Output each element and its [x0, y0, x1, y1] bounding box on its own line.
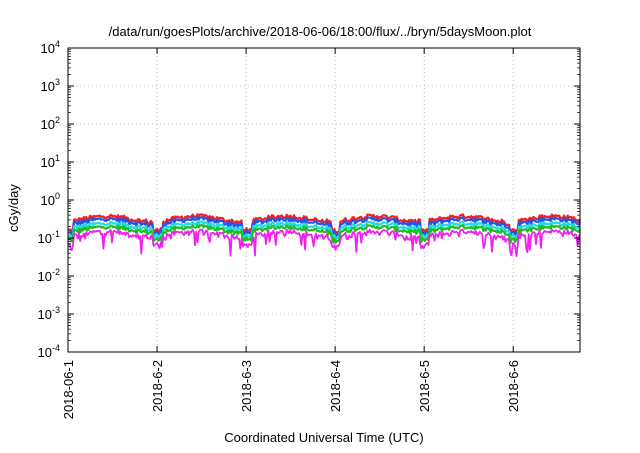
y-tick-label: 101 [41, 153, 60, 170]
y-axis-label: cGy/day [6, 184, 21, 232]
x-tick-label: 2018-6-4 [328, 360, 343, 412]
y-tick-label: 10-4 [38, 343, 60, 360]
y-tick-label: 10-1 [38, 229, 60, 246]
series-group [67, 213, 581, 258]
chart-title: /data/run/goesPlots/archive/2018-06-06/1… [109, 24, 532, 39]
y-tick-label: 10-3 [38, 305, 60, 322]
y-tick-label: 104 [41, 39, 60, 56]
y-tick-label: 103 [41, 77, 60, 94]
y-tick-label: 100 [41, 191, 60, 208]
x-tick-label: 2018-6-5 [417, 360, 432, 412]
y-tick-label: 102 [41, 115, 60, 132]
grid [68, 48, 580, 352]
y-tick-label: 10-2 [38, 267, 60, 284]
x-axis: 2018-06-1 2018-6-2 2018-6-3 2018-6-4 2018-6-… [61, 48, 521, 419]
x-axis-label: Coordinated Universal Time (UTC) [224, 430, 423, 445]
x-tick-label: 2018-06-1 [61, 360, 76, 419]
series-line-5 [67, 228, 581, 258]
x-tick-label: 2018-6-2 [150, 360, 165, 412]
x-tick-label: 2018-6-3 [239, 360, 254, 412]
y-axis: 10-4 10-3 10-2 10-1 100 101 102 103 104 [38, 39, 580, 360]
x-tick-label: 2018-6-6 [506, 360, 521, 412]
